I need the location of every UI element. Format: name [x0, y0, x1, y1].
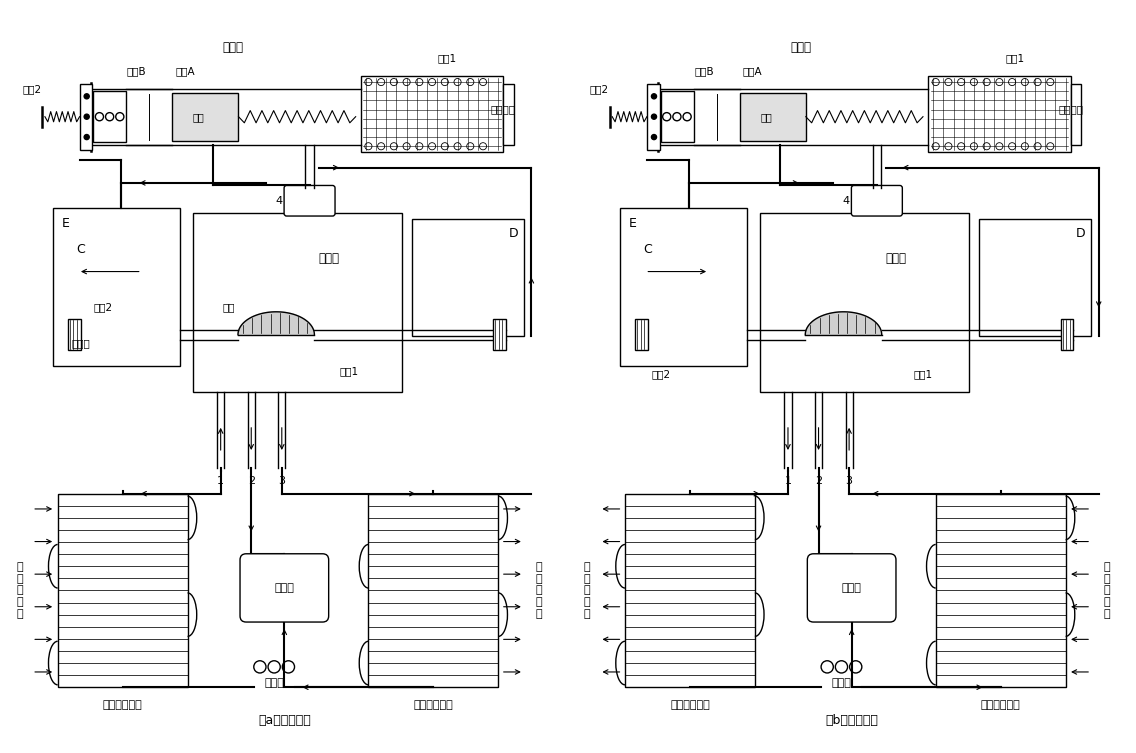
Text: 电磁阀: 电磁阀 — [223, 41, 244, 54]
Text: 4: 4 — [843, 196, 850, 206]
Bar — [68, 319, 81, 350]
Text: D: D — [1076, 227, 1086, 240]
Text: 阀芯A: 阀芯A — [175, 66, 194, 76]
Text: 衔铁: 衔铁 — [760, 111, 772, 122]
Polygon shape — [237, 312, 315, 335]
Text: 滑块: 滑块 — [222, 302, 234, 312]
Circle shape — [651, 94, 657, 99]
Text: 室内热交换器: 室内热交换器 — [670, 700, 710, 710]
Text: 四通阀: 四通阀 — [885, 252, 907, 264]
Text: 阀芯A: 阀芯A — [743, 66, 762, 76]
Text: 弹簧1: 弹簧1 — [1005, 53, 1025, 63]
Text: 毛细管: 毛细管 — [832, 678, 851, 688]
Text: 2: 2 — [248, 476, 254, 486]
Text: 3: 3 — [278, 476, 285, 486]
Text: 衔铁: 衔铁 — [193, 111, 204, 122]
FancyBboxPatch shape — [851, 185, 902, 216]
Text: D: D — [509, 227, 518, 240]
Text: （a）制冷状态: （a）制冷状态 — [258, 714, 311, 727]
Text: C: C — [76, 242, 85, 256]
Text: 室外热交换器: 室外热交换器 — [414, 700, 453, 710]
FancyBboxPatch shape — [284, 185, 335, 216]
Circle shape — [651, 114, 657, 119]
Bar — [979, 218, 1091, 336]
Polygon shape — [805, 312, 882, 335]
FancyBboxPatch shape — [240, 553, 328, 622]
Text: 从
室
外
吸
热: 从 室 外 吸 热 — [1103, 562, 1110, 619]
Text: 电磁线圈: 电磁线圈 — [1059, 104, 1084, 114]
Text: 3: 3 — [845, 476, 853, 486]
Bar — [625, 494, 754, 687]
Text: 弹簧2: 弹簧2 — [590, 84, 609, 93]
Bar — [52, 209, 179, 366]
Bar — [503, 84, 513, 145]
Text: 压缩机: 压缩机 — [275, 583, 294, 593]
Text: 活塞2: 活塞2 — [651, 369, 670, 379]
Text: 从
室
内
吸
热: 从 室 内 吸 热 — [16, 562, 23, 619]
Text: C: C — [643, 242, 652, 256]
Bar — [80, 84, 92, 150]
Text: E: E — [628, 217, 636, 230]
Bar — [193, 214, 401, 392]
Text: 毛细管: 毛细管 — [265, 678, 284, 688]
Text: 四通阀: 四通阀 — [318, 252, 339, 264]
Text: 向
室
外
放
热: 向 室 外 放 热 — [536, 562, 542, 619]
Bar — [740, 93, 805, 141]
Bar — [361, 76, 503, 152]
Text: 1: 1 — [785, 476, 792, 486]
Text: 4: 4 — [275, 196, 283, 206]
Bar — [936, 494, 1066, 687]
Text: 弹簧1: 弹簧1 — [437, 53, 457, 63]
Text: 室内热交换器: 室内热交换器 — [102, 700, 142, 710]
Bar — [93, 91, 126, 142]
Text: 电磁阀: 电磁阀 — [791, 41, 811, 54]
Bar — [635, 319, 648, 350]
Text: 弹簧2: 弹簧2 — [23, 84, 42, 93]
Text: 排气孔: 排气孔 — [72, 338, 90, 349]
Bar — [760, 214, 969, 392]
Bar — [58, 494, 187, 687]
Text: （b）制热状态: （b）制热状态 — [825, 714, 878, 727]
Text: 室外热交换器: 室外热交换器 — [980, 700, 1020, 710]
Text: E: E — [61, 217, 69, 230]
Bar — [661, 91, 694, 142]
Text: 阀芯B: 阀芯B — [694, 66, 713, 76]
Circle shape — [651, 135, 657, 139]
Circle shape — [84, 135, 90, 139]
Text: 活塞1: 活塞1 — [913, 369, 933, 379]
Text: 活塞2: 活塞2 — [94, 302, 114, 312]
Bar — [646, 84, 660, 150]
Bar — [493, 319, 506, 350]
FancyBboxPatch shape — [808, 553, 896, 622]
Text: 电磁线圈: 电磁线圈 — [491, 104, 516, 114]
Bar — [928, 76, 1071, 152]
Bar — [1061, 319, 1074, 350]
Bar — [173, 93, 239, 141]
Bar — [411, 218, 524, 336]
Bar — [1071, 84, 1080, 145]
Bar — [620, 209, 747, 366]
Text: 压缩机: 压缩机 — [842, 583, 861, 593]
Text: 活塞1: 活塞1 — [340, 367, 359, 376]
Text: 1: 1 — [217, 476, 224, 486]
Circle shape — [84, 94, 90, 99]
Circle shape — [84, 114, 90, 119]
Text: 阀芯B: 阀芯B — [127, 66, 147, 76]
Bar — [368, 494, 499, 687]
Text: 向
室
内
放
热: 向 室 内 放 热 — [584, 562, 590, 619]
Text: 2: 2 — [815, 476, 822, 486]
